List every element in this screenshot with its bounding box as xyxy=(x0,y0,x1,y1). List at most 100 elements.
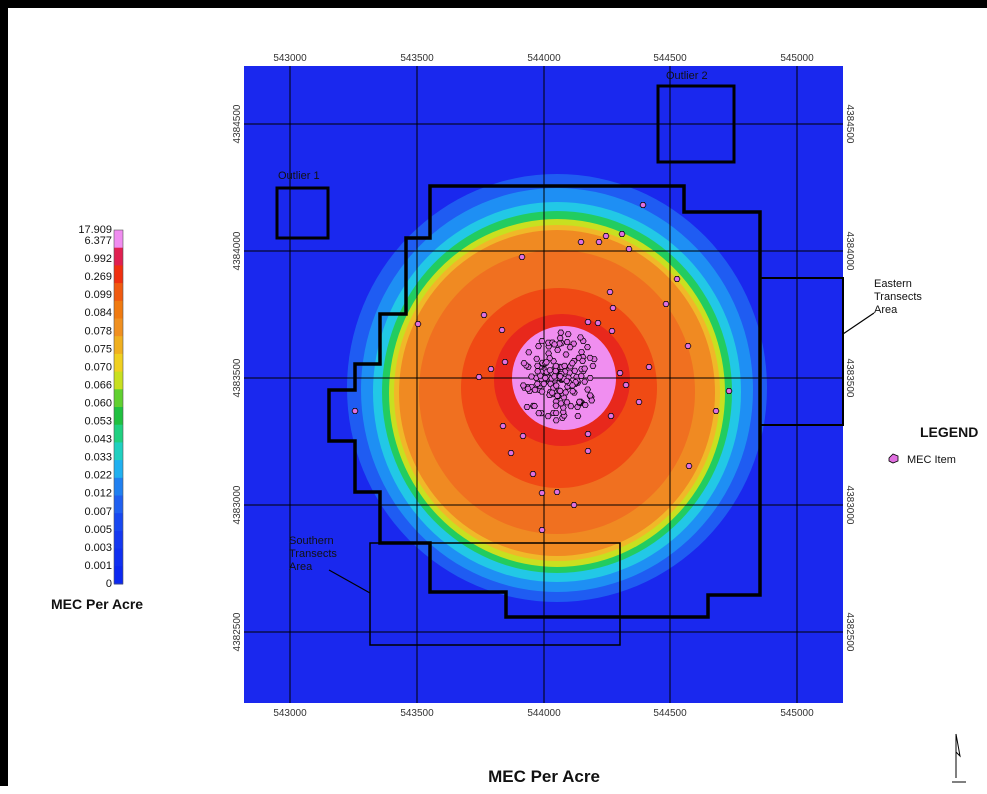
mec-item-point xyxy=(487,366,495,372)
northing-tick-left: 4384000 xyxy=(232,231,243,270)
mec-item-point xyxy=(535,343,542,350)
mec-item-point xyxy=(563,339,571,346)
mec-item-point xyxy=(584,319,592,325)
mec-item-point xyxy=(524,385,532,392)
southern-label-line-1: Southern xyxy=(289,535,334,547)
southern-label-line-2: Transects xyxy=(289,548,337,560)
mec-item-point xyxy=(528,373,535,380)
mec-item-point xyxy=(564,331,572,338)
eastern-transects-area xyxy=(759,277,844,426)
mec-item-point xyxy=(556,373,564,380)
mec-item-point xyxy=(533,355,541,362)
color-scale-tick-label: 0.070 xyxy=(84,361,112,373)
mec-item-point xyxy=(577,373,585,379)
mec-item-point xyxy=(538,490,546,496)
mec-item-point xyxy=(588,397,596,404)
color-scale-swatch xyxy=(114,548,123,567)
mec-item-point xyxy=(571,367,579,374)
color-scale-tick-label: 0.099 xyxy=(84,289,112,301)
mec-item-point xyxy=(507,450,515,456)
mec-item-point xyxy=(584,344,591,351)
legend-mec-item-label: MEC Item xyxy=(907,454,956,466)
mec-item-point xyxy=(538,338,546,345)
mec-item-point xyxy=(552,417,560,424)
mec-item-point xyxy=(519,382,527,389)
easting-tick-top: 544500 xyxy=(653,53,687,64)
northing-tick-left: 4384500 xyxy=(232,104,243,143)
outlier-2-label: Outlier 2 xyxy=(666,70,708,82)
mec-item-point xyxy=(552,363,560,369)
mec-item-point xyxy=(553,489,561,495)
mec-item-point xyxy=(608,328,616,334)
mec-item-point xyxy=(551,341,558,348)
southern-label-line-3: Area xyxy=(289,561,313,573)
mec-item-point xyxy=(584,448,592,454)
mec-item-point xyxy=(480,312,488,318)
color-scale-tick-label: 0.033 xyxy=(84,452,112,464)
color-scale-title: MEC Per Acre xyxy=(51,596,143,612)
mec-item-point xyxy=(548,389,556,396)
legend-mec-item-marker xyxy=(888,453,899,464)
color-scale-frame xyxy=(113,229,124,585)
mec-items xyxy=(351,202,733,533)
easting-tick-top: 543000 xyxy=(273,53,307,64)
northing-tick-left: 4382500 xyxy=(232,612,243,651)
mec-item-point xyxy=(552,382,560,389)
easting-tick-bottom: 543500 xyxy=(400,708,434,719)
mec-item-point xyxy=(557,329,565,336)
mec-item-point xyxy=(609,305,617,311)
northing-ticks-left: 4384500 4384000 4383500 4383000 4382500 xyxy=(232,104,243,651)
mec-item-point xyxy=(712,408,720,414)
mec-item-point xyxy=(545,350,553,357)
mec-item-point xyxy=(584,386,592,393)
mec-item-point xyxy=(577,239,585,245)
mec-item-point xyxy=(662,301,670,307)
color-scale-swatch xyxy=(114,230,123,249)
mec-item-point xyxy=(562,389,570,396)
contour-map: Outlier 1 Outlier 2 Eastern Transects Ar… xyxy=(51,53,978,786)
outlier-1-area xyxy=(275,186,330,240)
contour-surface xyxy=(347,174,767,602)
color-scale-swatch xyxy=(114,283,123,302)
mec-item-point xyxy=(595,239,603,245)
mec-item-point xyxy=(561,362,569,369)
mec-item-point xyxy=(567,403,575,410)
color-scale-tick-label: 0.043 xyxy=(84,434,112,446)
color-scale-swatch xyxy=(114,353,123,373)
mec-item-point xyxy=(589,362,597,369)
easting-tick-top: 544000 xyxy=(527,53,561,64)
mec-item-point xyxy=(534,368,542,375)
northing-tick-right: 4384500 xyxy=(844,105,855,144)
easting-tick-top: 543500 xyxy=(400,53,434,64)
mec-item-point xyxy=(566,344,574,351)
southern-transects-area xyxy=(369,542,621,646)
outlier-2-area xyxy=(656,84,736,164)
color-scale-tick-label: 0.078 xyxy=(84,325,112,337)
mec-item-point xyxy=(563,399,571,406)
mec-item-point xyxy=(584,431,592,437)
color-scale-tick-label: 0.022 xyxy=(84,470,112,482)
color-scale-tick-label: 0.005 xyxy=(84,524,112,536)
mec-item-point xyxy=(556,387,564,394)
mec-item-point xyxy=(586,392,594,399)
mec-item-point xyxy=(534,362,541,369)
mec-item-point xyxy=(635,399,643,405)
mec-item-point xyxy=(540,380,548,387)
color-scale-tick-label: 0.007 xyxy=(84,506,112,518)
mec-item-point xyxy=(594,320,602,326)
mec-item-point xyxy=(569,382,576,389)
mec-item-point xyxy=(498,327,506,333)
mec-item-point xyxy=(562,351,570,358)
mec-item-point xyxy=(523,404,531,410)
color-scale-swatch xyxy=(114,495,123,514)
color-scale-tick-label: 0.001 xyxy=(84,560,112,572)
northing-tick-right: 4383500 xyxy=(844,359,855,398)
northing-ticks-right: 4384500 4384000 4383500 4383000 4382500 xyxy=(844,105,855,652)
color-scale-swatch xyxy=(114,566,123,585)
mec-item-point xyxy=(685,463,693,469)
color-scale-swatch xyxy=(114,389,123,408)
mec-item-point xyxy=(673,276,681,282)
color-scale-tick-label: 0.053 xyxy=(84,416,112,428)
mec-item-point xyxy=(586,375,594,381)
